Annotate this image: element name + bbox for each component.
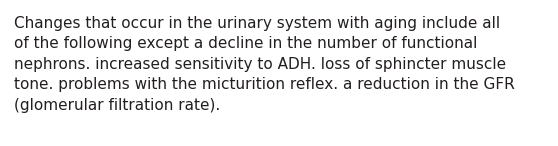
Text: Changes that occur in the urinary system with aging include all
of the following: Changes that occur in the urinary system… xyxy=(14,16,514,113)
